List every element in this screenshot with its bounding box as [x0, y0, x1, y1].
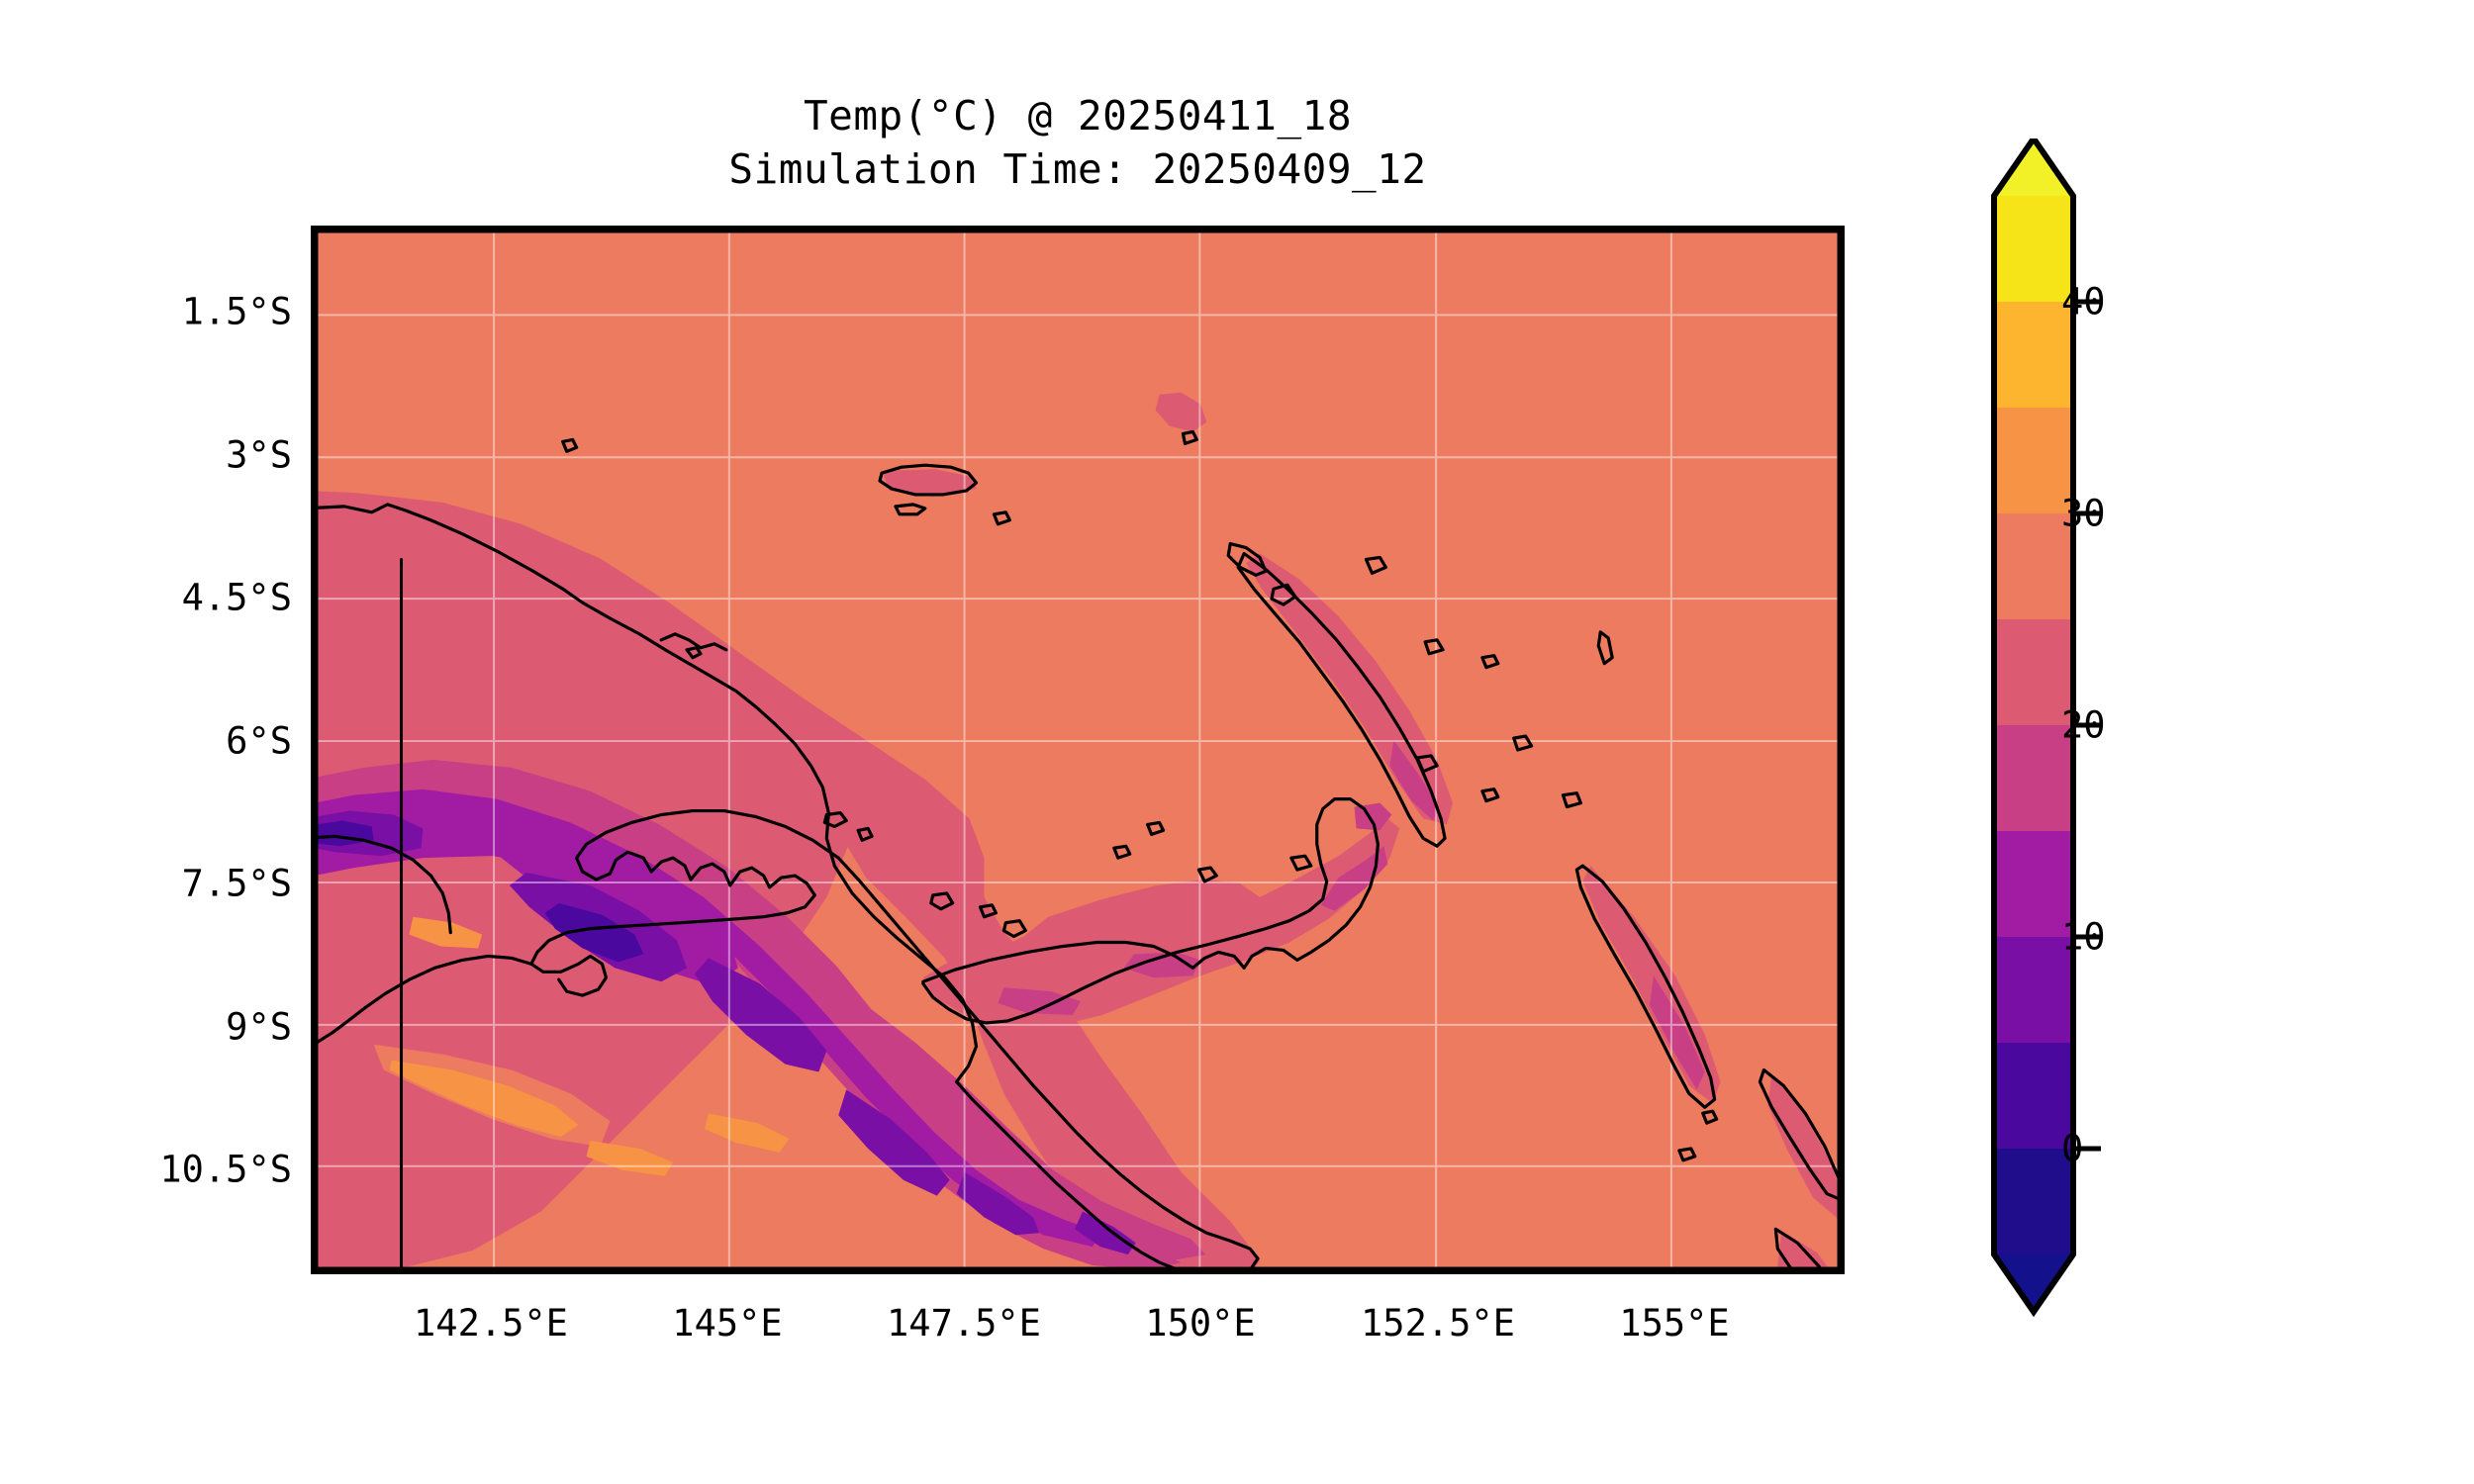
ytick-label-3: 6°S [226, 719, 292, 763]
colorbar-band-25-30 [1994, 513, 2073, 619]
colorbar-outline [1991, 139, 2076, 1318]
xtick-label-5: 155°E [1619, 1302, 1730, 1345]
colorbar-tickmarks [2073, 299, 2101, 1152]
colorbar-band-35-40 [1994, 302, 2073, 408]
ytick-label-2: 4.5°S [181, 576, 292, 619]
colorbar-band-5-10 [1994, 937, 2073, 1043]
xtick-label-2: 147.5°E [887, 1302, 1041, 1345]
colorbar-ticklabel-10: 10 [2061, 915, 2106, 959]
colorbar-swatches [1991, 139, 2101, 1318]
ytick-label-5: 9°S [226, 1005, 292, 1049]
colorbar-ticklabel-20: 20 [2061, 703, 2106, 747]
colorbar[interactable]: 40 30 20 10 0 [1954, 139, 2429, 1336]
xtick-label-4: 152.5°E [1361, 1302, 1515, 1345]
colorbar-band-0-5 [1994, 1043, 2073, 1149]
xtick-label-1: 145°E [672, 1302, 783, 1345]
temperature-contour-map [315, 230, 1841, 1270]
map-gridlines [315, 230, 1841, 1270]
colorbar-band-40-45 [1994, 196, 2073, 302]
xtick-label-3: 150°E [1145, 1302, 1256, 1345]
title-line-variable-time: Temp(°C) @ 20250411_18 [803, 92, 1353, 139]
ytick-label-4: 7.5°S [181, 862, 292, 905]
colorbar-band-10-15 [1994, 831, 2073, 937]
title-line-simulation-time: Simulation Time: 20250409_12 [728, 145, 1427, 194]
colorbar-ticklabel-0: 0 [2061, 1127, 2084, 1170]
ytick-label-6: 10.5°S [159, 1148, 292, 1191]
colorbar-band-30-35 [1994, 408, 2073, 513]
colorbar-ticklabel-30: 30 [2061, 492, 2106, 535]
new-britain-thermal-bands [922, 802, 1400, 1027]
colorbar-band-minus5-0 [1994, 1149, 2073, 1254]
colorbar-band-15-20 [1994, 725, 2073, 831]
ytick-label-0: 1.5°S [181, 290, 292, 333]
ytick-label-1: 3°S [226, 433, 292, 477]
new-ireland-thermal-bands [882, 392, 1841, 1270]
map-plot-area[interactable] [311, 226, 1845, 1274]
colorbar-ticklabel-40: 40 [2061, 280, 2106, 324]
coastline-overlay [315, 429, 1841, 1270]
colorbar-band-20-25 [1994, 619, 2073, 725]
chart-title: Temp(°C) @ 20250411_18 Simulation Time: … [311, 89, 1845, 196]
colorbar-extend-max [1994, 139, 2073, 196]
colorbar-extend-min [1994, 1254, 2073, 1312]
xtick-label-0: 142.5°E [414, 1302, 568, 1345]
